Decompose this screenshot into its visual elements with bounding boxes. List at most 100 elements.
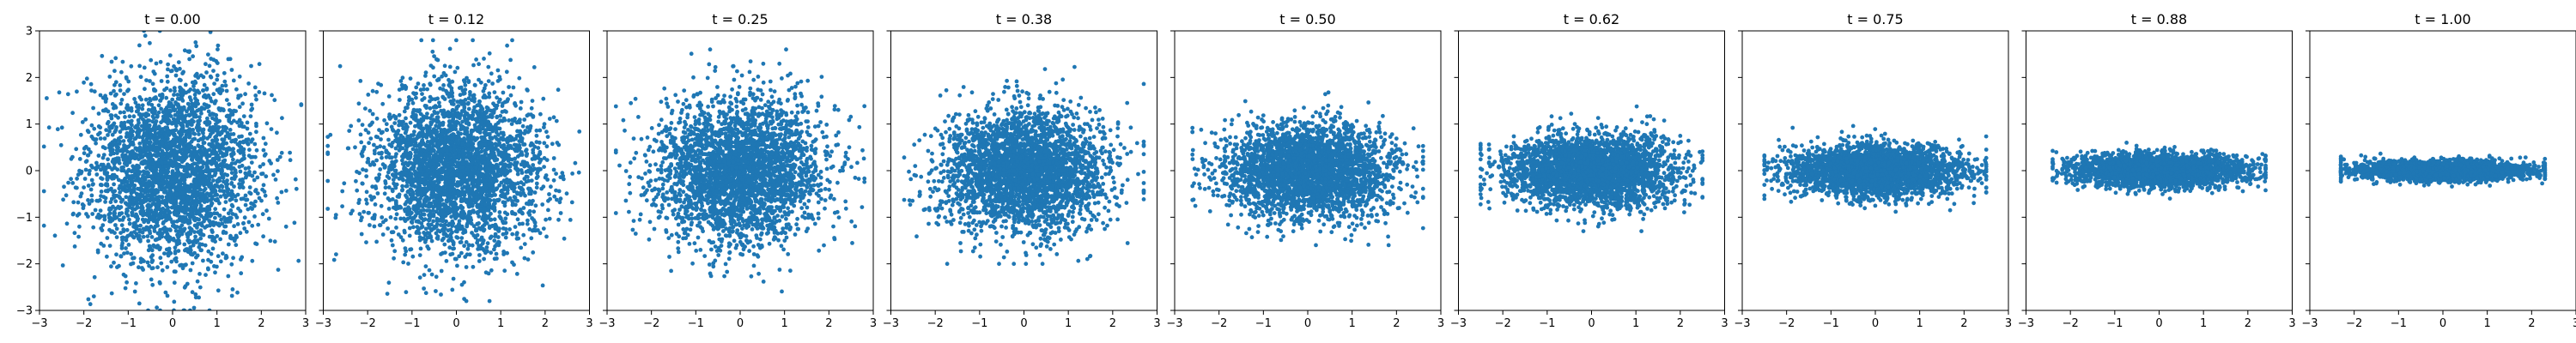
scatter-point [125,227,130,232]
scatter-point [172,64,176,69]
scatter-point [253,189,258,194]
scatter-point [416,81,421,86]
scatter-point [173,245,178,250]
scatter-point [113,56,118,61]
scatter-point [109,59,114,64]
scatter-point [164,95,169,100]
scatter-point [174,219,179,224]
scatter-point [155,202,161,206]
scatter-point [453,208,458,213]
scatter-point [163,164,167,169]
scatter-point [534,128,539,133]
scatter-point [99,241,104,246]
scatter-point [452,109,457,114]
scatter-point [129,251,134,256]
scatter-point [103,196,108,201]
scatter-point [161,117,166,123]
scatter-point [207,234,212,239]
scatter-point [124,195,129,200]
scatter-point [471,224,477,229]
scatter-point [261,135,266,141]
scatter-point [197,126,202,130]
scatter-point [554,118,559,123]
scatter-point [164,195,169,200]
scatter-point [158,256,163,261]
scatter-point [92,137,97,142]
scatter-point [224,152,229,157]
scatter-point [219,142,224,147]
scatter-point [217,214,222,218]
scatter-point [429,222,434,227]
scatter-point [184,202,189,207]
scatter-point [185,123,190,129]
scatter-point [389,238,394,243]
scatter-point [215,264,219,269]
scatter-point [162,228,167,233]
scatter-point [248,114,253,119]
scatter-point [556,87,561,93]
scatter-point [542,165,546,170]
scatter-point [130,210,135,215]
scatter-point [160,186,165,191]
scatter-point [127,114,132,119]
scatter-point [436,180,441,185]
scatter-point [158,308,162,310]
scatter-point [181,151,186,156]
scatter-point [173,88,177,93]
scatter-point [529,202,534,207]
scatter-point [123,115,127,119]
scatter-point [558,211,563,215]
scatter-point [120,218,125,222]
scatter-point [89,193,94,198]
scatter-point [288,158,293,163]
scatter-point [229,176,234,181]
scatter-point [172,86,177,90]
scatter-point [398,235,404,239]
scatter-point [168,158,173,163]
scatter-point [477,259,482,263]
scatter-point [211,223,216,227]
scatter-point [150,282,155,287]
scatter-point [176,60,181,64]
scatter-point [179,200,184,205]
scatter-point [187,214,192,220]
scatter-point [173,144,178,148]
scatter-point [544,173,549,178]
scatter-point [137,229,143,234]
scatter-point [234,87,239,92]
scatter-point [235,192,240,197]
scatter-point [254,242,259,246]
scatter-point [484,245,489,250]
scatter-point [485,241,490,246]
scatter-point [428,82,433,87]
scatter-point [206,249,211,254]
scatter-point [347,129,352,134]
scatter-point [110,132,115,137]
scatter-point [209,57,214,61]
scatter-point [91,225,96,230]
scatter-point [65,92,70,97]
scatter-point [212,148,217,153]
scatter-point [364,201,369,206]
scatter-point [462,105,467,111]
scatter-point [175,187,180,192]
scatter-point [127,217,131,222]
scatter-point [189,207,194,211]
scatter-point [59,125,64,130]
scatter-point [447,64,453,69]
scatter-point [157,172,161,177]
scatter-point [131,221,137,226]
scatter-point [131,207,136,211]
scatter-point [252,170,257,175]
scatter-point [168,250,173,256]
scatter-point [478,80,483,85]
scatter-point [100,145,106,149]
scatter-point [257,90,262,94]
scatter-point [228,236,233,240]
scatter-point [204,213,209,218]
scatter-point [213,184,218,189]
scatter-point [70,154,75,159]
scatter-point [463,255,468,259]
scatter-point [154,61,159,66]
scatter-point [104,96,109,101]
